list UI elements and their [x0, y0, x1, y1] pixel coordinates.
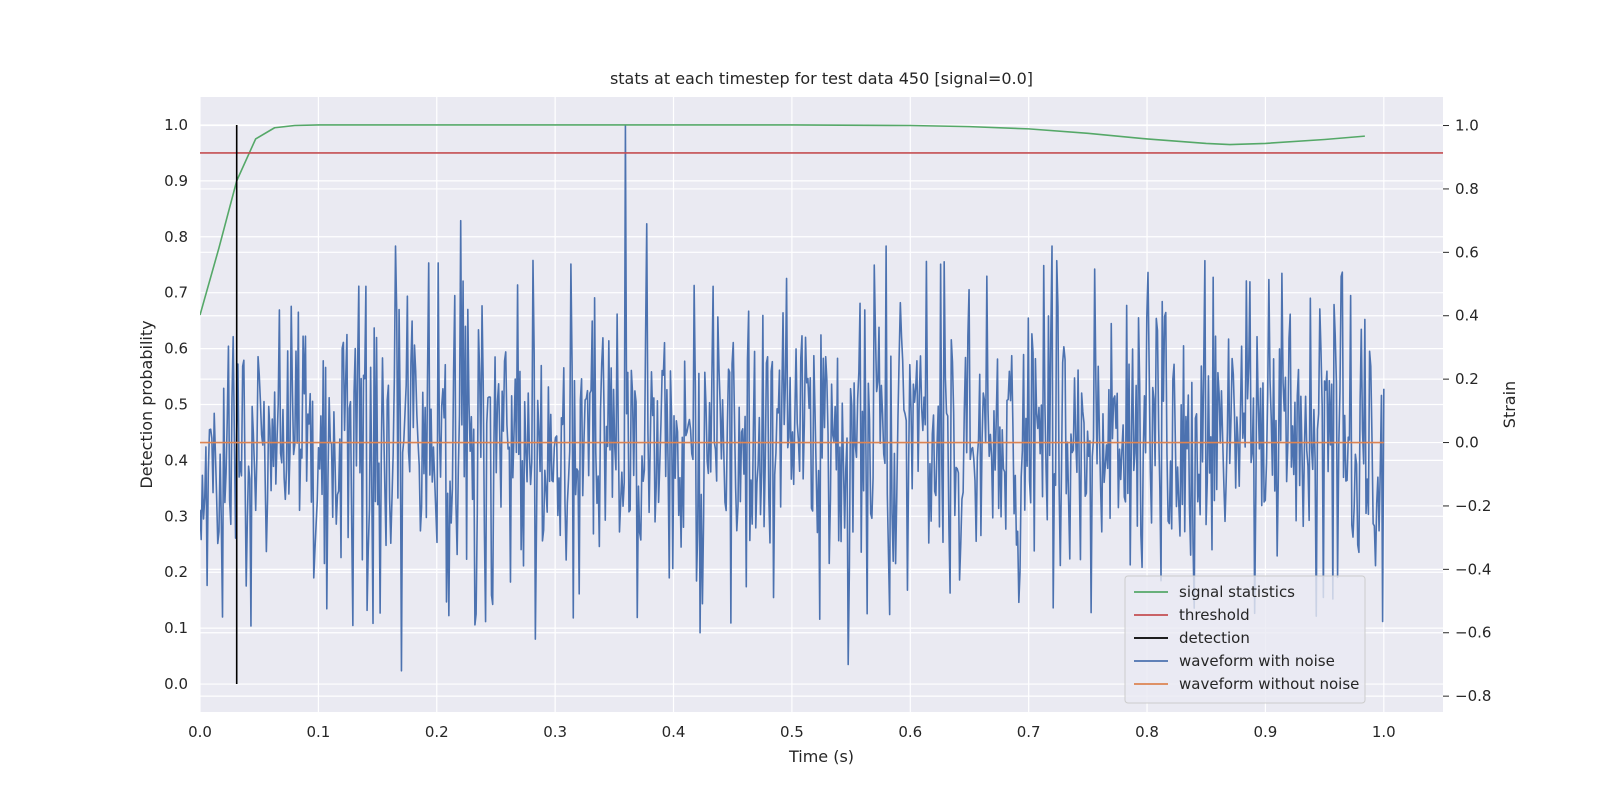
- y-left-tick-label: 0.3: [164, 507, 188, 525]
- y-left-tick-label: 0.2: [164, 563, 188, 581]
- x-tick-label: 0.8: [1135, 723, 1159, 741]
- y-right-tick-label: −0.8: [1455, 687, 1491, 705]
- series-layer: [200, 124, 1443, 685]
- chart-title: stats at each timestep for test data 450…: [610, 69, 1033, 88]
- y-right-tick-label: −0.2: [1455, 497, 1491, 515]
- x-tick-label: 0.7: [1017, 723, 1041, 741]
- x-tick-label: 0.6: [898, 723, 922, 741]
- x-axis: 0.0 0.1 0.2 0.3 0.4 0.5 0.6 0.7 0.8 0.9 1.0: [188, 723, 1396, 741]
- legend-label: detection: [1179, 629, 1250, 647]
- y-right-tick-label: −0.4: [1455, 560, 1491, 578]
- y-right-tick-label: 0.4: [1455, 307, 1479, 325]
- y-right-tick-label: 1.0: [1455, 117, 1479, 135]
- y-right-tick-label: 0.8: [1455, 180, 1479, 198]
- y-left-tick-label: 0.8: [164, 228, 188, 246]
- y-left-tick-label: 0.9: [164, 172, 188, 190]
- y-left-tick-label: 0.4: [164, 451, 188, 469]
- x-tick-label: 0.3: [543, 723, 567, 741]
- legend-label: threshold: [1179, 606, 1250, 624]
- legend-label: waveform without noise: [1179, 675, 1359, 693]
- y-left-tick-label: 1.0: [164, 116, 188, 134]
- x-axis-label: Time (s): [788, 747, 854, 766]
- y-left-tick-label: 0.5: [164, 396, 188, 414]
- x-tick-label: 1.0: [1372, 723, 1396, 741]
- y-left-tick-label: 0.1: [164, 619, 188, 637]
- x-tick-label: 0.5: [780, 723, 804, 741]
- y-right-tick-label: 0.2: [1455, 370, 1479, 388]
- legend-label: signal statistics: [1179, 583, 1295, 601]
- y-left-axis-label: Detection probability: [137, 320, 156, 488]
- y-right-tick-label: 0.6: [1455, 243, 1479, 261]
- y-left-tick-label: 0.7: [164, 284, 188, 302]
- y-left-tick-label: 0.0: [164, 675, 188, 693]
- x-tick-label: 0.1: [306, 723, 330, 741]
- x-tick-label: 0.9: [1253, 723, 1277, 741]
- x-tick-label: 0.2: [425, 723, 449, 741]
- y-left-tick-label: 0.6: [164, 340, 188, 358]
- series-signal-statistics: [200, 124, 1365, 316]
- y-left-axis: 0.0 0.1 0.2 0.3 0.4 0.5 0.6 0.7 0.8 0.9 1.0: [164, 116, 188, 693]
- x-tick-label: 0.4: [662, 723, 686, 741]
- legend-label: waveform with noise: [1179, 652, 1335, 670]
- y-right-axis-label: Strain: [1500, 381, 1519, 428]
- legend: signal statistics threshold detection wavef…: [1124, 575, 1366, 704]
- series-waveform-with-noise: [200, 124, 1385, 672]
- y-right-tick-label: 0.0: [1455, 434, 1479, 452]
- x-tick-label: 0.0: [188, 723, 212, 741]
- y-right-axis: −0.8 −0.6 −0.4 −0.2 0.0 0.2 0.4 0.6 0.8 1.0: [1443, 117, 1491, 705]
- y-right-tick-label: −0.6: [1455, 624, 1491, 642]
- legend-box: [1124, 575, 1366, 704]
